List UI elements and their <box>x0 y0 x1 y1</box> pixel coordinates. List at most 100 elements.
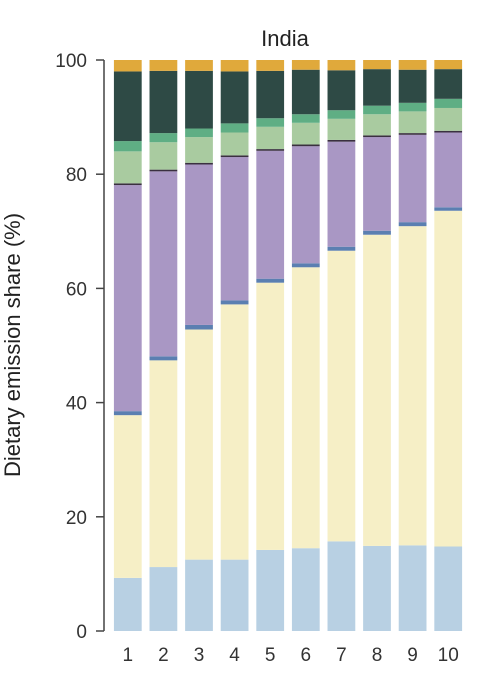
bar-segment-8-8 <box>363 69 391 106</box>
bar-segment-3-5 <box>185 162 213 165</box>
x-tick-label-7: 7 <box>336 645 347 666</box>
bar-stack-8 <box>363 60 391 631</box>
bar-segment-5-1 <box>256 549 285 631</box>
bar-segment-7-8 <box>327 70 356 111</box>
bar-segment-10-9 <box>434 60 463 70</box>
y-axis-label: Dietary emission share (%) <box>0 213 25 477</box>
bar-segment-9-9 <box>398 60 427 70</box>
bar-segment-2-2 <box>149 360 178 568</box>
bar-segment-3-3 <box>185 324 213 330</box>
bar-segment-9-2 <box>398 226 427 546</box>
bar-segment-6-6 <box>291 122 320 145</box>
bar-segment-8-4 <box>363 137 391 231</box>
bar-segment-8-9 <box>363 60 391 70</box>
bar-segment-3-9 <box>185 60 213 71</box>
x-tick-label-2: 2 <box>158 645 169 666</box>
bar-segment-3-1 <box>185 559 213 632</box>
y-tick-label-100: 100 <box>55 51 87 72</box>
bar-segment-1-2 <box>113 415 142 578</box>
bar-segment-8-7 <box>363 105 391 115</box>
y-tick-label-80: 80 <box>66 165 87 186</box>
bar-segment-1-7 <box>113 141 142 152</box>
bar-segment-6-1 <box>291 548 320 631</box>
bar-segment-8-1 <box>363 545 391 631</box>
bar-segment-10-8 <box>434 69 463 99</box>
bar-stack-10 <box>434 60 463 631</box>
bar-segment-7-1 <box>327 541 356 631</box>
bar-segment-5-3 <box>256 278 285 283</box>
bar-segment-6-7 <box>291 114 320 123</box>
bar-segment-9-7 <box>398 102 427 112</box>
bar-segment-8-5 <box>363 135 391 138</box>
bar-stack-7 <box>327 60 356 631</box>
bar-segment-5-7 <box>256 118 285 127</box>
bar-segment-7-3 <box>327 246 356 251</box>
bar-segment-4-4 <box>220 157 249 301</box>
bar-segment-7-5 <box>327 139 356 142</box>
bar-segment-6-4 <box>291 146 320 264</box>
bar-segment-10-2 <box>434 210 463 547</box>
bar-segment-3-4 <box>185 164 213 325</box>
bar-segment-6-8 <box>291 69 320 115</box>
bar-segment-10-3 <box>434 207 463 211</box>
bar-segment-2-3 <box>149 356 178 361</box>
bar-segment-2-6 <box>149 142 178 170</box>
y-axis: 0 20 40 60 80 100 <box>55 51 105 643</box>
chart-title: India <box>261 26 309 51</box>
x-tick-label-5: 5 <box>265 645 276 666</box>
bar-segment-6-9 <box>291 60 320 70</box>
bar-stack-1 <box>113 60 142 631</box>
bar-segment-9-1 <box>398 545 427 631</box>
bar-segment-5-2 <box>256 282 285 550</box>
y-tick-label-40: 40 <box>66 394 87 415</box>
bar-segment-2-9 <box>149 60 178 71</box>
bar-stack-3 <box>185 60 213 632</box>
bar-segment-10-5 <box>434 130 463 133</box>
bar-segment-9-6 <box>398 111 427 134</box>
bar-segment-1-3 <box>113 411 142 416</box>
bar-segment-8-6 <box>363 114 391 136</box>
bar-segment-1-6 <box>113 151 142 184</box>
bar-stack-9 <box>398 60 427 631</box>
bar-segment-9-3 <box>398 222 427 227</box>
bar-segment-10-6 <box>434 107 463 131</box>
bar-segment-6-3 <box>291 263 320 268</box>
bar-segment-10-4 <box>434 132 463 208</box>
x-tick-label-1: 1 <box>123 645 134 666</box>
bar-segment-7-6 <box>327 118 356 140</box>
bar-segment-5-6 <box>256 126 285 150</box>
bar-segment-4-9 <box>220 60 249 72</box>
bar-segment-3-8 <box>185 70 213 129</box>
bar-segment-4-7 <box>220 123 249 133</box>
bar-segment-3-6 <box>185 137 213 163</box>
bar-segment-10-1 <box>434 546 463 631</box>
bar-segment-2-1 <box>149 567 178 631</box>
bar-segment-1-9 <box>113 60 142 72</box>
bar-segment-2-4 <box>149 171 178 357</box>
bar-segment-9-5 <box>398 133 427 135</box>
bar-segment-1-1 <box>113 577 142 631</box>
bar-segment-1-4 <box>113 185 142 412</box>
bar-segment-6-2 <box>291 267 320 549</box>
bar-segment-5-8 <box>256 70 285 119</box>
x-axis: 1 2 3 4 5 6 7 8 9 10 <box>123 645 459 666</box>
bar-segment-7-9 <box>327 60 356 71</box>
bar-segment-1-5 <box>113 183 142 186</box>
bar-stack-6 <box>291 60 320 631</box>
bar-segment-7-2 <box>327 250 356 542</box>
bar-segment-2-7 <box>149 133 178 143</box>
bar-segment-10-7 <box>434 98 463 108</box>
bar-segment-4-6 <box>220 132 249 156</box>
bar-segment-5-4 <box>256 150 285 279</box>
bar-segment-2-5 <box>149 169 178 172</box>
y-tick-label-60: 60 <box>66 279 87 300</box>
x-tick-label-4: 4 <box>229 645 240 666</box>
bar-segment-3-7 <box>185 128 213 138</box>
bar-segment-4-2 <box>220 304 249 560</box>
bar-segment-5-9 <box>256 60 285 71</box>
bar-segment-4-5 <box>220 155 249 158</box>
x-tick-label-10: 10 <box>438 645 459 666</box>
bar-segment-9-4 <box>398 134 427 223</box>
y-tick-label-20: 20 <box>66 508 87 529</box>
